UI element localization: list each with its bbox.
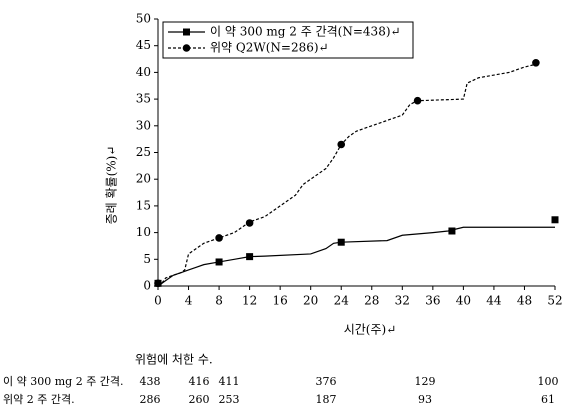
y-tick-label: 15 <box>136 198 151 212</box>
series-line <box>157 226 555 287</box>
risk-count: 260 <box>189 393 210 406</box>
legend-box <box>162 21 414 59</box>
x-tick-label: 8 <box>215 294 223 308</box>
risk-count: 129 <box>415 375 436 388</box>
risk-row-label: 이 약 300 mg 2 주 간격. <box>3 374 124 388</box>
x-tick-label: 12 <box>242 294 257 308</box>
risk-count: 100 <box>538 375 559 388</box>
risk-count: 253 <box>219 393 240 406</box>
risk-count: 438 <box>140 375 161 388</box>
x-tick-label: 52 <box>547 294 562 308</box>
y-tick-label: 5 <box>143 252 151 266</box>
y-tick-label: 35 <box>136 92 151 106</box>
risk-count: 286 <box>140 393 161 406</box>
x-tick-label: 20 <box>303 294 318 308</box>
x-tick-label: 32 <box>395 294 410 308</box>
series-line <box>157 62 540 287</box>
x-axis-label: 시간(주)↵ <box>344 323 397 337</box>
y-tick-label: 50 <box>136 12 151 26</box>
legend-label: 이 약 300 mg 2 주 간격(N=438)↵ <box>210 24 401 39</box>
legend-label: 위약 Q2W(N=286)↵ <box>210 40 329 55</box>
risk-count: 187 <box>316 393 337 406</box>
x-tick-label: 44 <box>486 294 502 308</box>
x-tick-label: 36 <box>425 294 440 308</box>
marker <box>337 238 345 246</box>
marker <box>154 279 162 288</box>
risk-row-label: 위약 2 주 간격. <box>3 392 75 406</box>
x-tick-label: 28 <box>364 294 379 308</box>
x-tick-label: 4 <box>185 294 193 308</box>
marker <box>413 96 422 105</box>
marker <box>215 234 223 242</box>
y-tick-label: 30 <box>136 118 151 132</box>
y-axis-label: 증례 확률(%)↵ <box>105 146 119 225</box>
risk-count: 61 <box>541 393 555 406</box>
x-tick-label: 24 <box>334 294 350 308</box>
marker <box>245 219 254 227</box>
risk-count: 93 <box>418 393 432 406</box>
x-tick-label: 40 <box>456 294 471 308</box>
x-tick-label: 48 <box>517 294 532 308</box>
marker <box>532 58 540 67</box>
marker <box>215 258 223 266</box>
y-tick-label: 40 <box>136 65 151 79</box>
x-tick-label: 16 <box>273 294 288 308</box>
marker <box>337 140 346 149</box>
legend-marker <box>182 44 191 52</box>
y-tick-label: 0 <box>143 279 151 293</box>
y-tick-label: 25 <box>136 145 151 159</box>
risk-title: 위험에 처한 수. <box>135 353 213 367</box>
legend-marker <box>183 28 190 36</box>
y-tick-label: 45 <box>136 38 151 52</box>
risk-count: 376 <box>316 375 337 388</box>
x-tick-label: 0 <box>154 294 162 308</box>
y-tick-label: 10 <box>136 225 151 239</box>
risk-count: 416 <box>189 375 210 388</box>
risk-count: 411 <box>219 375 240 388</box>
marker <box>448 227 456 235</box>
marker <box>246 253 254 261</box>
marker <box>551 216 559 224</box>
y-tick-label: 20 <box>136 172 151 186</box>
